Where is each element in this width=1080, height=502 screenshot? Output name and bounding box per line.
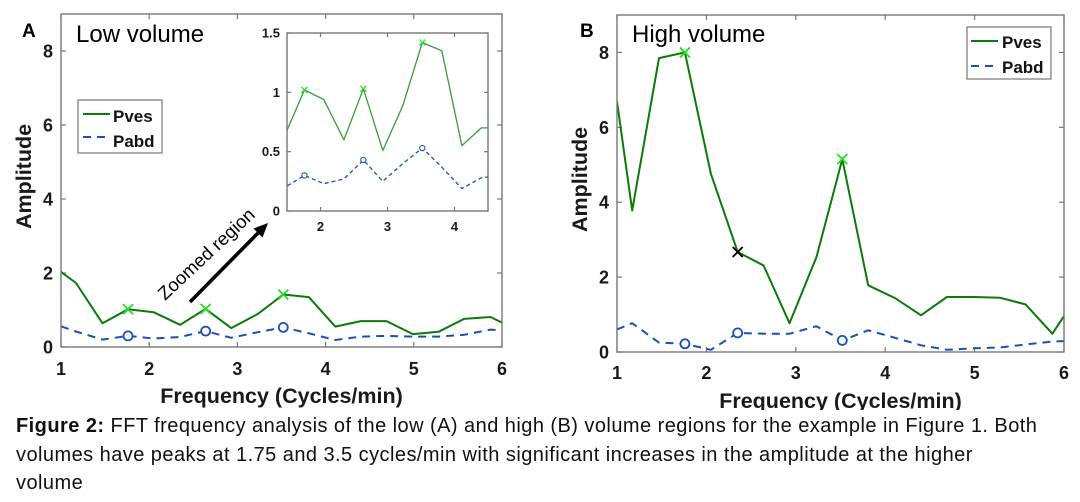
caption-label: Figure 2:: [16, 415, 105, 437]
x-tick-label: 2: [701, 363, 711, 383]
caption-line-1: Figure 2: FFT frequency analysis of the …: [16, 412, 1076, 441]
axes-frame: [616, 14, 1065, 353]
y-tick-label: 0: [273, 204, 280, 219]
x-tick-label: 1: [56, 359, 66, 379]
pves-peak-marker: [359, 85, 367, 93]
pves-peak-marker: [679, 46, 691, 59]
caption-line-3: volume: [16, 472, 84, 494]
panel-title: Low volume: [76, 21, 204, 48]
legend-entry-pves: Pves: [971, 33, 1042, 52]
x-tick-label: 5: [970, 363, 980, 383]
x-tick-label: 3: [791, 363, 801, 383]
figure-caption: Figure 2: FFT frequency analysis of the …: [16, 412, 1076, 498]
y-tick-label: 4: [599, 193, 609, 213]
zoomed-region-annotation: Zoomed region: [153, 204, 268, 304]
legend-label: Pabd: [1002, 58, 1044, 77]
legend-box: [77, 99, 163, 154]
x-tick-label: 5: [409, 359, 419, 379]
y-tick-label: 0: [599, 343, 609, 363]
pabd-peak-marker: [277, 321, 289, 333]
pabd-peak-marker: [122, 330, 134, 342]
pabd-peak-marker: [836, 334, 848, 346]
pabd-peak-marker: [732, 327, 744, 339]
y-tick-label: 6: [43, 116, 53, 136]
series-line-pves: [617, 51, 1064, 335]
zoom-arrow-icon: [188, 231, 260, 304]
panel-title: High volume: [632, 21, 765, 48]
legend-entry-pabd: Pabd: [83, 132, 155, 151]
pves-peak-marker: [122, 303, 134, 315]
x-tick-label: 2: [317, 219, 324, 234]
chart-a: 1 2 3 4 5 6 0 2 4 6 8 Pves Pabd Frequency (Cycles/min…: [12, 13, 507, 408]
x-tick-label: 6: [1059, 363, 1069, 383]
y-tick-label: 4: [43, 190, 53, 210]
x-tick-label: 6: [497, 359, 507, 379]
zoomed-region-label: Zoomed region: [153, 204, 258, 304]
pabd-peak-marker: [200, 325, 212, 337]
axes-frame: [286, 32, 489, 212]
legend: Pves Pabd: [77, 99, 163, 154]
y-axis-label: Amplitude: [12, 124, 36, 229]
x-tick-label: 3: [384, 219, 391, 234]
x-tick-label: 2: [144, 359, 154, 379]
y-tick-label: 0.5: [262, 144, 280, 159]
pves-peak-marker: [300, 86, 308, 94]
charts-layer: 1 2 3 4 5 6 0 2 4 6 8 Pves Pabd Frequency (Cycles/min…: [12, 13, 1069, 410]
pves-peak-marker: [836, 153, 848, 165]
panel-label: B: [580, 21, 594, 42]
legend-label: Pves: [113, 107, 153, 126]
x-tick-label: 3: [232, 359, 242, 379]
pves-peak-marker: [200, 303, 212, 315]
y-tick-label: 6: [599, 118, 609, 138]
inset-background: [287, 33, 488, 211]
caption-text-1: FFT frequency analysis of the low (A) an…: [104, 415, 1038, 437]
y-tick-label: 8: [599, 43, 609, 63]
pabd-peak-marker: [360, 156, 367, 164]
legend-entry-pabd: Pabd: [971, 58, 1044, 77]
legend-label: Pves: [1002, 33, 1042, 52]
plot-area: [287, 39, 488, 190]
plot-area: [61, 271, 502, 342]
pabd-peak-marker: [679, 338, 691, 350]
pves-peak-marker: [418, 39, 426, 46]
axes-frame: [60, 13, 503, 348]
pabd-peak-marker: [301, 172, 308, 179]
caption-line-2: volumes have peaks at 1.75 and 3.5 cycle…: [16, 443, 973, 466]
chart-b: 1 2 3 4 5 6 0 2 4 6 8 Pves Pabd Frequency (Cycles/min…: [568, 14, 1069, 410]
x-tick-label: 4: [451, 219, 459, 234]
chart-a-inset: 2 3 4 0 0.5 1 1.5: [262, 26, 489, 234]
y-tick-label: 2: [43, 264, 53, 284]
y-tick-label: 2: [599, 268, 609, 288]
pabd-peak-marker: [419, 144, 426, 152]
pves-peak-marker: [732, 246, 744, 258]
zoom-arrow-head-icon: [253, 223, 268, 238]
x-tick-label: 4: [321, 359, 331, 379]
panel-label: A: [22, 21, 36, 42]
y-tick-label: 1.5: [262, 26, 280, 41]
plot-area: [617, 46, 1064, 351]
y-tick-label: 0: [43, 338, 53, 358]
x-axis-label: Frequency (Cycles/min): [719, 389, 962, 410]
pves-peak-marker: [277, 288, 289, 301]
legend-label: Pabd: [113, 132, 155, 151]
legend-box: [966, 26, 1052, 80]
x-tick-label: 4: [880, 363, 890, 383]
y-tick-label: 8: [43, 42, 53, 62]
y-axis-label: Amplitude: [568, 127, 592, 232]
x-tick-label: 1: [612, 363, 622, 383]
legend: Pves Pabd: [966, 26, 1052, 80]
legend-entry-pves: Pves: [83, 107, 153, 126]
y-tick-label: 1: [273, 85, 280, 100]
figure: 1 2 3 4 5 6 0 2 4 6 8 Pves Pabd Frequency (Cycles/min…: [12, 13, 1069, 410]
x-axis-label: Frequency (Cycles/min): [160, 384, 403, 408]
